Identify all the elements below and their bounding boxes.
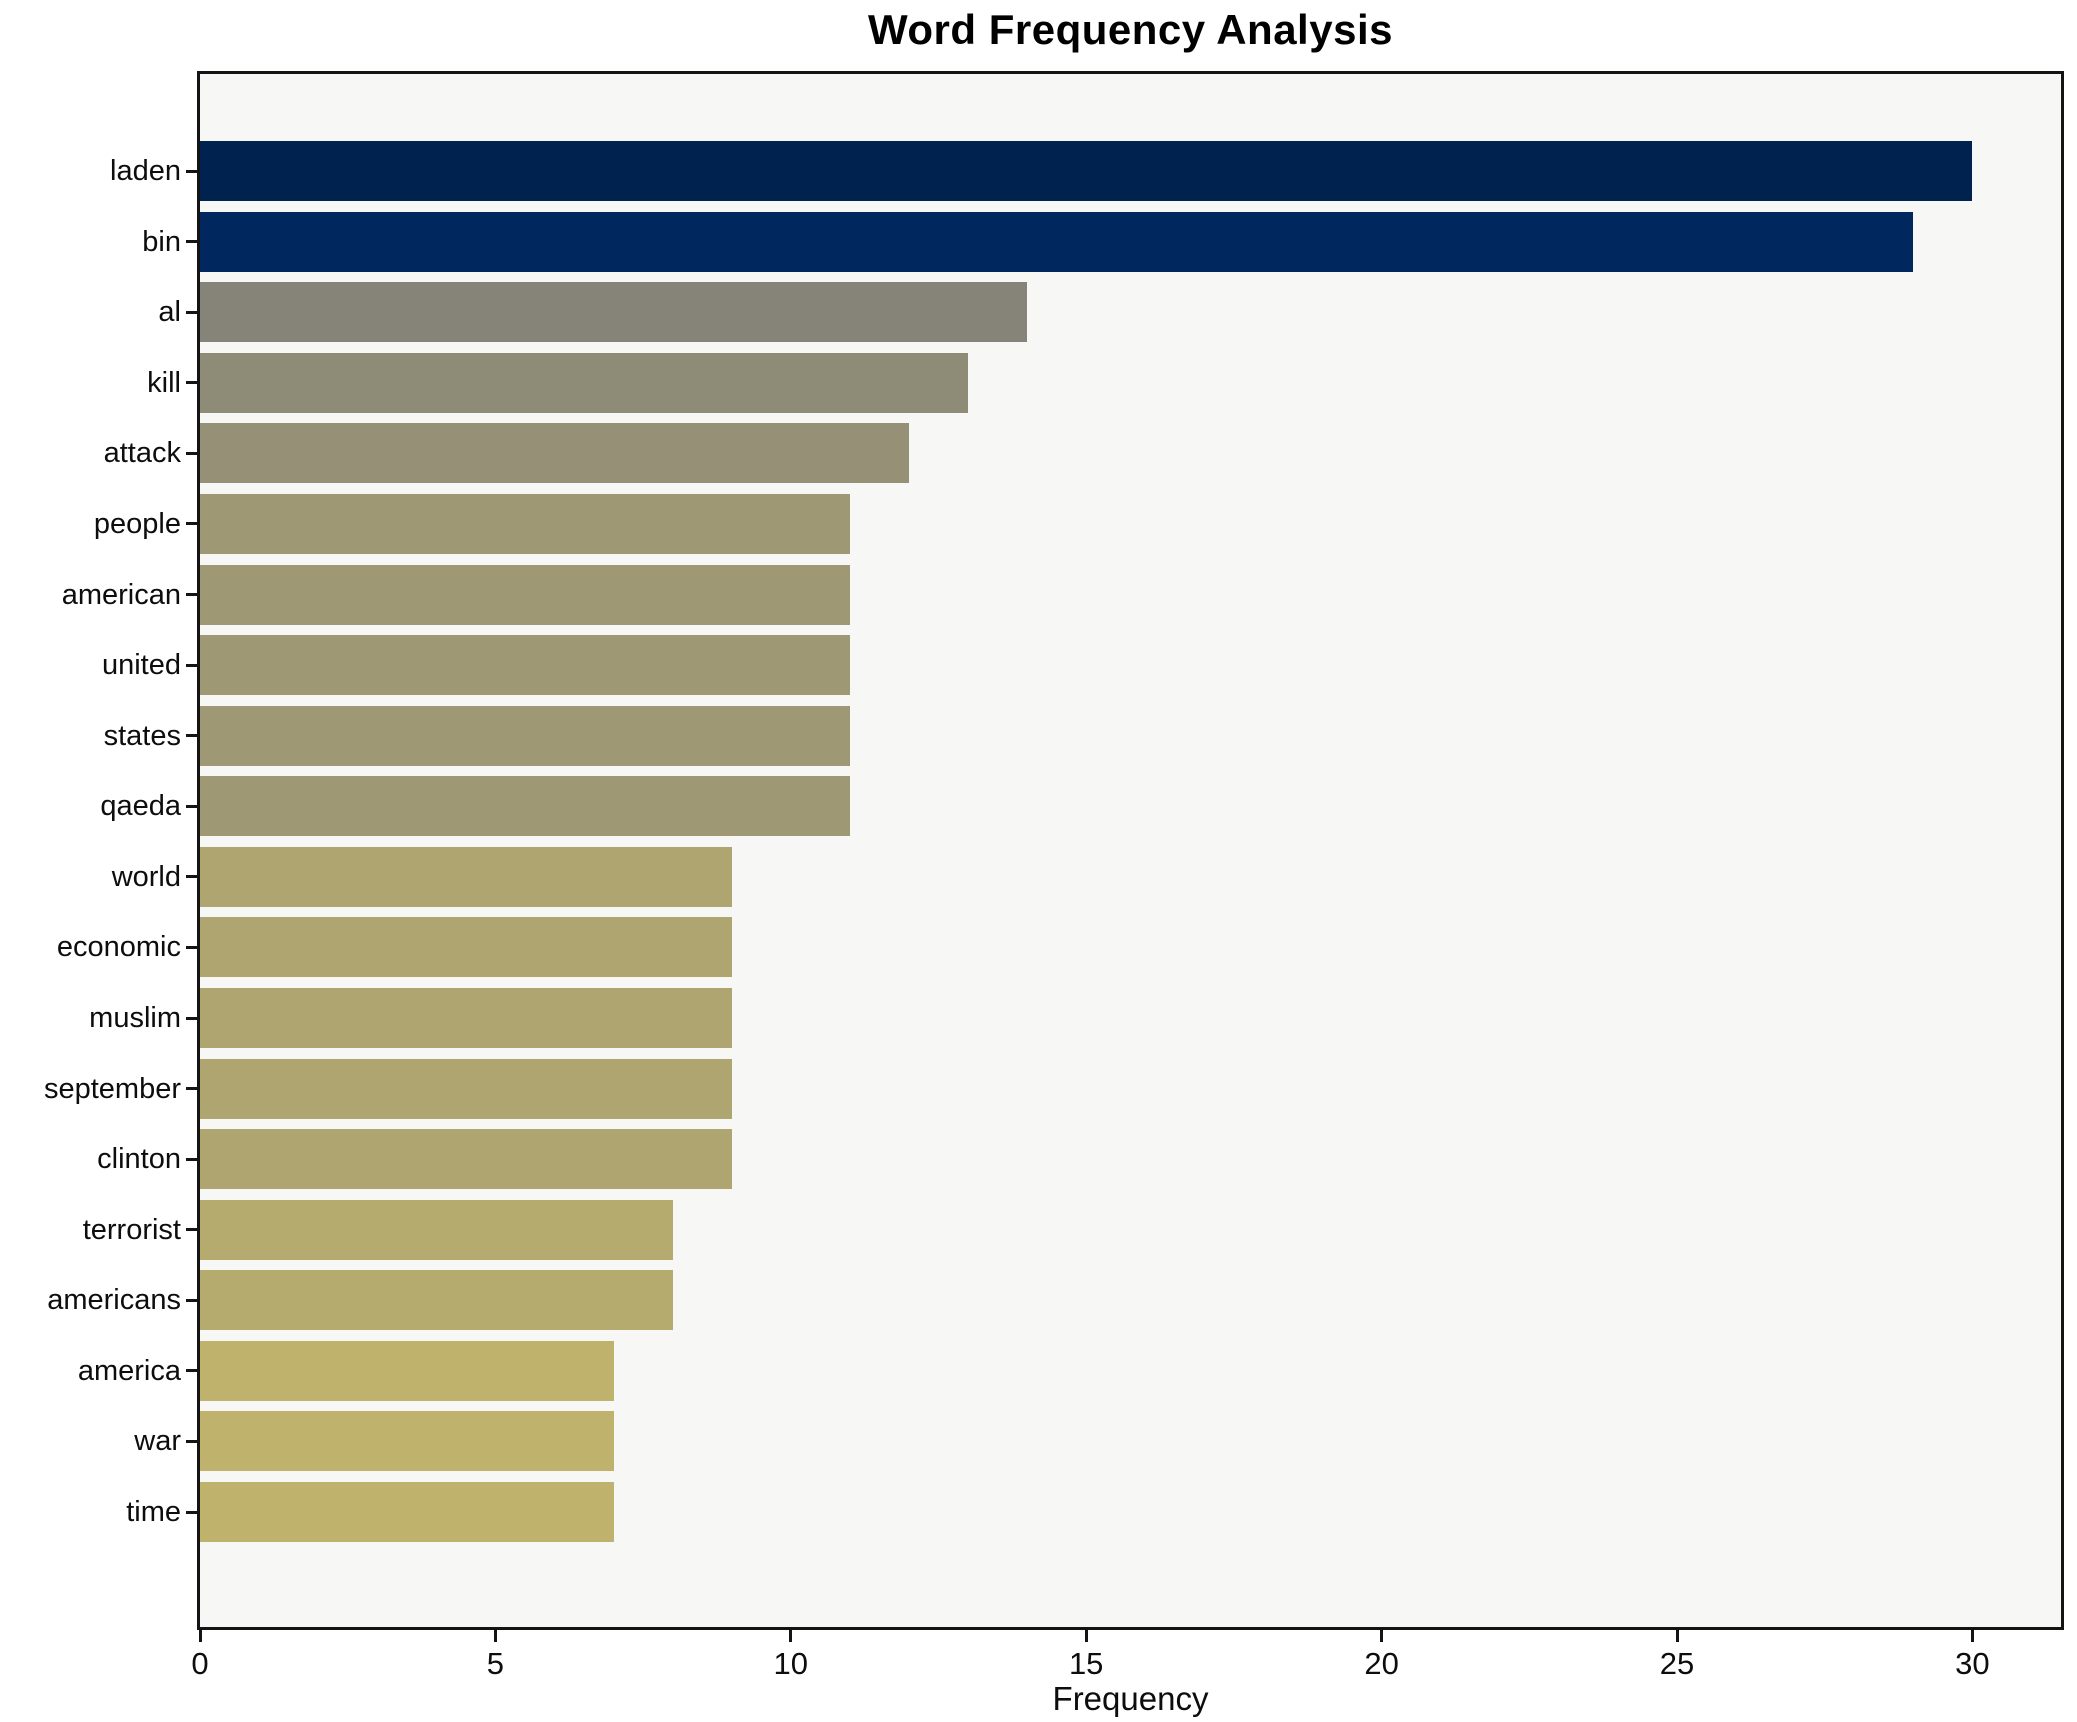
bar-attack	[200, 423, 909, 484]
y-tick-mark	[186, 663, 197, 667]
y-axis-label-bin: bin	[142, 225, 181, 258]
bar-muslim	[200, 988, 732, 1048]
x-axis-label: Frequency	[1052, 1680, 1209, 1717]
y-tick-mark	[186, 804, 197, 808]
x-tick-label: 10	[773, 1646, 809, 1681]
bar-economic	[200, 917, 732, 978]
y-axis-label-terrorist: terrorist	[82, 1213, 181, 1246]
y-axis-label-kill: kill	[147, 366, 181, 399]
y-axis-label-attack: attack	[103, 437, 181, 470]
bar-kill	[200, 352, 968, 413]
y-axis-label-laden: laden	[110, 155, 181, 187]
x-tick-mark	[1380, 1630, 1384, 1642]
x-tick-mark	[1084, 1630, 1088, 1642]
bar-terrorist	[200, 1199, 673, 1260]
y-axis-label-september: september	[43, 1072, 181, 1105]
y-tick-mark	[186, 1510, 197, 1514]
x-tick-label: 0	[191, 1646, 209, 1681]
y-axis-label-america: america	[77, 1354, 181, 1387]
x-tick-label: 25	[1659, 1646, 1695, 1681]
bar-war	[200, 1411, 614, 1472]
y-tick-mark	[186, 1016, 197, 1020]
x-tick-label: 30	[1955, 1646, 1990, 1681]
x-tick-mark	[1675, 1630, 1679, 1642]
y-tick-mark	[186, 1087, 197, 1090]
bar-clinton	[200, 1129, 732, 1190]
y-tick-mark	[186, 1369, 197, 1373]
y-axis-label-al: al	[158, 296, 181, 329]
y-tick-mark	[186, 310, 197, 314]
y-axis-label-economic: economic	[56, 931, 181, 964]
y-tick-mark	[186, 522, 197, 526]
bar-qaeda	[200, 776, 850, 837]
y-tick-mark	[186, 734, 197, 738]
y-tick-mark	[186, 593, 197, 596]
y-tick-mark	[186, 1439, 197, 1443]
x-tick-label: 20	[1364, 1646, 1399, 1681]
y-axis-label-american: american	[61, 578, 181, 611]
y-tick-mark	[186, 451, 197, 455]
x-tick-mark	[198, 1630, 202, 1642]
y-tick-mark	[186, 1157, 197, 1161]
bar-laden	[200, 141, 1973, 201]
chart-title: Word Frequency Analysis	[868, 6, 1393, 53]
bar-time	[200, 1482, 614, 1542]
bar-september	[200, 1058, 732, 1119]
x-tick-label: 5	[486, 1646, 505, 1681]
plot-area	[197, 71, 2064, 1630]
y-axis-label-war: war	[134, 1425, 181, 1458]
y-axis-label-americans: americans	[47, 1284, 181, 1317]
x-tick-mark	[493, 1630, 497, 1642]
y-axis-label-qaeda: qaeda	[100, 790, 181, 823]
bar-people	[200, 493, 850, 554]
y-axis-label-states: states	[103, 719, 181, 752]
y-axis-label-people: people	[93, 507, 181, 540]
x-tick-mark	[1970, 1630, 1974, 1642]
bar-united	[200, 635, 850, 696]
y-axis-label-muslim: muslim	[89, 1002, 181, 1034]
y-tick-mark	[186, 1298, 197, 1302]
y-axis-label-united: united	[101, 649, 181, 682]
y-tick-mark	[186, 875, 197, 879]
bar-america	[200, 1340, 614, 1401]
x-tick-label: 15	[1068, 1646, 1104, 1681]
x-tick-mark	[789, 1630, 793, 1642]
y-tick-mark	[186, 945, 197, 949]
bar-american	[200, 564, 850, 625]
bar-states	[200, 705, 850, 766]
bar-al	[200, 282, 1028, 343]
y-axis-label-time: time	[126, 1496, 181, 1528]
y-axis-label-world: world	[111, 860, 181, 893]
y-tick-mark	[186, 169, 197, 173]
y-tick-mark	[186, 1228, 197, 1232]
bar-world	[200, 846, 732, 907]
y-axis-label-clinton: clinton	[97, 1143, 181, 1176]
y-tick-mark	[186, 240, 197, 244]
y-tick-mark	[186, 381, 197, 385]
bar-bin	[200, 211, 1914, 272]
bar-americans	[200, 1270, 673, 1331]
